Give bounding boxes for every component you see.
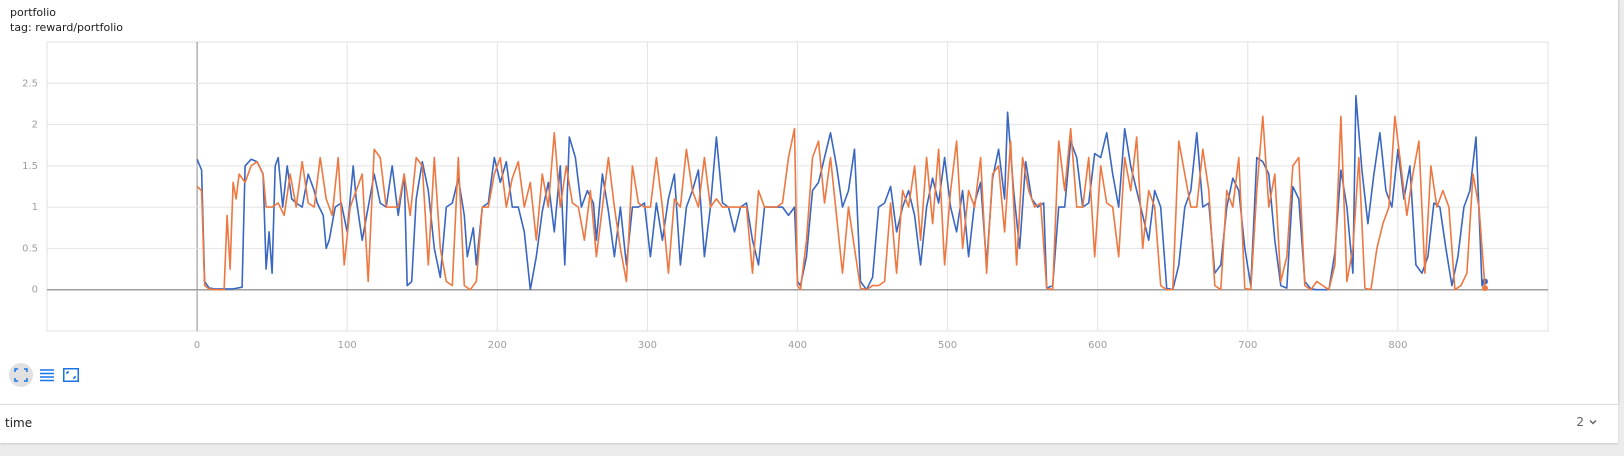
y-tick-label: 0.5: [22, 243, 38, 254]
y-tick-label: 2.5: [22, 78, 38, 89]
y-tick-label: 0: [32, 285, 38, 296]
run-count-dropdown[interactable]: 2: [1576, 415, 1598, 429]
y-tick-label: 1.5: [22, 161, 38, 172]
fit-domain-icon: [14, 368, 28, 382]
x-tick-label: 600: [1088, 340, 1107, 351]
toggle-log-list-icon: [40, 369, 54, 382]
x-tick-label: 100: [338, 340, 357, 351]
chevron-down-icon: [1589, 420, 1597, 425]
chart-card: portfolio tag: reward/portfolio 0 100 200 3…: [0, 0, 1618, 404]
chart-tag: tag: reward/portfolio: [10, 21, 124, 34]
line-chart[interactable]: 0 100 200 300 400 500 600 700 800 0 0.5 1 1.5 2 2.5: [0, 0, 1618, 404]
footer-label: time: [5, 416, 33, 430]
x-tick-label: 200: [488, 340, 507, 351]
series-end-point-2: [1481, 285, 1488, 292]
chart-title: portfolio: [10, 6, 56, 19]
zoom-select-icon: [63, 368, 79, 382]
fit-domain-button[interactable]: [9, 363, 33, 387]
y-tick-label: 2: [32, 120, 38, 131]
zoom-select-button[interactable]: [59, 363, 83, 387]
series-line-1: [196, 94, 1486, 291]
x-tick-label: 400: [788, 340, 807, 351]
x-tick-label: 500: [938, 340, 957, 351]
run-selector-row: time 2: [0, 404, 1618, 443]
y-tick-label: 1: [32, 202, 38, 213]
x-tick-label: 700: [1238, 340, 1257, 351]
series-line-2: [196, 115, 1486, 291]
x-tick-label: 800: [1388, 340, 1407, 351]
run-count: 2: [1576, 415, 1584, 429]
x-tick-label: 300: [638, 340, 657, 351]
toggle-log-button[interactable]: [35, 363, 59, 387]
x-tick-label: 0: [194, 340, 200, 351]
